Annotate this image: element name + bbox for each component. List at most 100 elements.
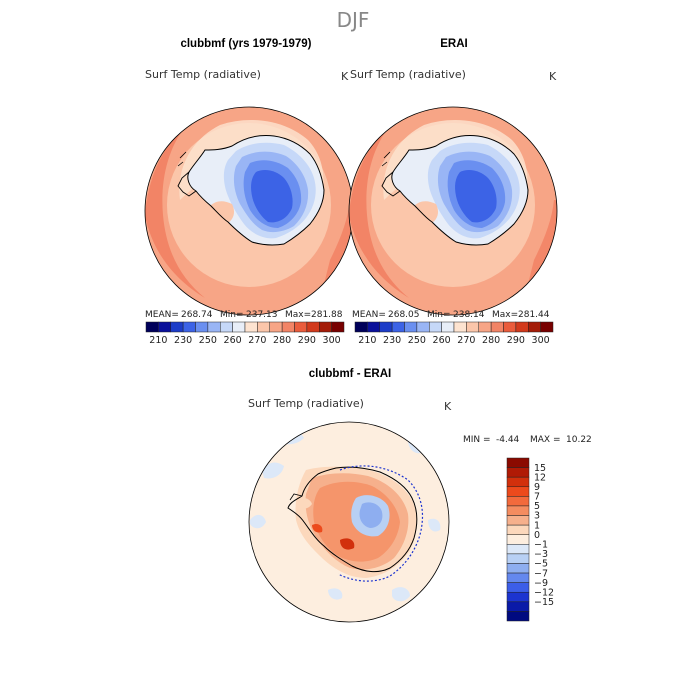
colorbar-tick-label: −12 [534,587,554,598]
colorbar-swatch [354,321,368,333]
colorbar-tick-label: −5 [534,559,548,570]
colorbar-swatch [506,524,530,535]
colorbar-swatch [367,321,380,333]
panel-clubbmf-colorbar-ticks: 210 230 250 260 270 280 290 300 [149,335,340,346]
colorbar-swatch [170,321,184,333]
colorbar-swatch [506,563,530,574]
panel-difference-variable: Surf Temp (radiative) [248,397,364,410]
panel-difference-units: K [444,400,452,413]
panel-difference-border [248,421,450,623]
panel-difference-min-value: -4.44 [496,435,520,445]
colorbar-tick-label: 270 [457,335,475,346]
colorbar-tick-label: 250 [408,335,426,346]
colorbar-swatch [515,321,529,333]
panel-clubbmf-map [145,107,353,315]
colorbar-swatch [429,321,442,333]
colorbar-tick-label: 250 [199,335,217,346]
colorbar-swatch [331,321,345,333]
panel-clubbmf-mean-label: MEAN= [145,310,179,320]
panel-erai-max-label: Max= [492,310,518,320]
panel-difference-colorbar [506,457,530,622]
panel-clubbmf-mean-value: 268.74 [181,310,213,320]
panel-erai-border [348,106,558,316]
colorbar-swatch [207,321,221,333]
colorbar-tick-label: 270 [248,335,266,346]
panel-erai-map [349,107,557,315]
panel-difference: clubbmf - ERAI Surf Temp (radiative) K M… [248,368,592,623]
colorbar-swatch [244,321,258,333]
panel-difference-title: clubbmf - ERAI [309,368,391,380]
colorbar-tick-label: −15 [534,597,554,608]
panel-erai-mean-value: 268.05 [388,310,420,320]
colorbar-tick-label: −9 [534,578,548,589]
colorbar-tick-label: 260 [224,335,242,346]
panel-erai-mean-label: MEAN= [352,310,386,320]
colorbar-swatch [306,321,320,333]
colorbar-tick-label: −3 [534,549,548,560]
colorbar-tick-label: 3 [534,511,540,522]
colorbar-swatch [232,321,246,333]
panel-clubbmf-variable: Surf Temp (radiative) [145,68,261,81]
colorbar-swatch [540,321,554,333]
panel-clubbmf-min-label: Min= [220,310,244,320]
panel-erai-min-label: Min= [427,310,451,320]
colorbar-swatch [506,467,530,478]
panel-erai-units: K [549,70,557,83]
colorbar-swatch [281,321,295,333]
colorbar-swatch [506,582,530,593]
colorbar-tick-label: 260 [433,335,451,346]
colorbar-swatch [506,553,530,564]
colorbar-swatch [506,544,530,555]
panel-erai-title: ERAI [440,38,467,50]
colorbar-swatch [182,321,196,333]
panel-erai-colorbar-ticks: 210 230 250 260 270 280 290 300 [358,335,549,346]
colorbar-tick-label: 7 [534,492,540,503]
colorbar-swatch [506,572,530,583]
panel-clubbmf-title: clubbmf (yrs 1979-1979) [180,38,311,50]
colorbar-swatch [506,591,530,603]
colorbar-swatch [220,321,233,333]
colorbar-swatch [145,321,159,333]
colorbar-swatch [416,321,430,333]
panel-erai-min-value: 238.14 [453,310,485,320]
colorbar-tick-label: 1 [534,520,540,531]
colorbar-tick-label: 9 [534,482,540,493]
colorbar-tick-label: 210 [358,335,376,346]
panel-difference-max-value: 10.22 [566,435,592,445]
panel-erai-colorbar [354,321,554,333]
colorbar-swatch [294,321,308,333]
colorbar-swatch [158,321,171,333]
colorbar-swatch [441,321,455,333]
colorbar-swatch [503,321,517,333]
panel-erai: ERAI Surf Temp (radiative) K MEAN= 268.0… [348,38,558,346]
colorbar-tick-label: −1 [534,539,548,550]
colorbar-swatch [506,505,530,516]
colorbar-swatch [506,486,530,497]
colorbar-swatch [506,601,530,612]
colorbar-tick-label: 230 [174,335,192,346]
panel-erai-variable: Surf Temp (radiative) [350,68,466,81]
panel-difference-min-label: MIN = [463,435,491,445]
colorbar-tick-label: 5 [534,501,540,512]
panel-clubbmf-colorbar [145,321,345,333]
colorbar-tick-label: 300 [532,335,550,346]
colorbar-tick-label: 290 [507,335,525,346]
colorbar-tick-label: 230 [383,335,401,346]
colorbar-swatch [528,321,541,333]
super-title: DJF [337,8,370,32]
panel-clubbmf-max-label: Max= [285,310,311,320]
panel-difference-map [249,422,449,622]
colorbar-swatch [506,457,530,468]
colorbar-swatch [453,321,467,333]
colorbar-swatch [466,321,479,333]
colorbar-swatch [391,321,405,333]
colorbar-swatch [506,611,530,622]
colorbar-swatch [319,321,332,333]
colorbar-tick-label: −7 [534,568,548,579]
colorbar-swatch [195,321,209,333]
colorbar-swatch [506,496,530,507]
panel-clubbmf-max-value: 281.88 [311,310,343,320]
panel-clubbmf-units: K [341,70,349,83]
colorbar-swatch [404,321,418,333]
